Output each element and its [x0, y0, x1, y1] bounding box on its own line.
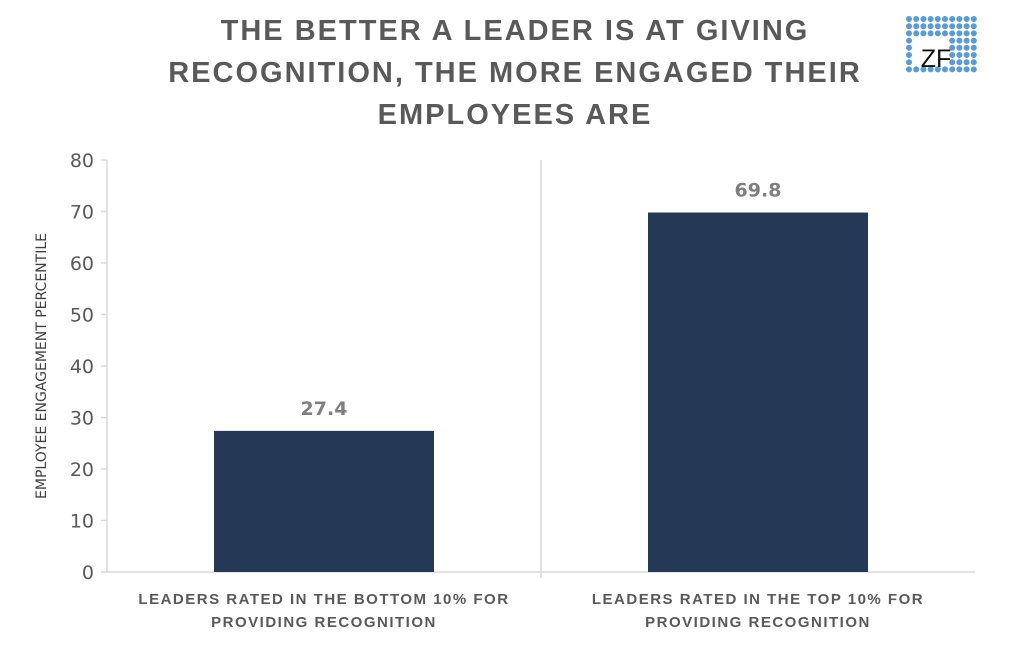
bar — [214, 430, 434, 572]
logo-dot — [970, 44, 977, 51]
logo-dot — [927, 30, 934, 37]
logo-dot — [920, 66, 927, 73]
logo-dot — [963, 66, 970, 73]
logo-dot — [942, 66, 948, 73]
logo-dot — [942, 23, 948, 30]
logo-dot — [927, 16, 934, 22]
logo-dot — [934, 30, 941, 37]
data-label: 69.8 — [735, 180, 782, 202]
logo-dot — [906, 23, 912, 30]
logo-dot — [963, 30, 970, 37]
logo-dot — [963, 59, 970, 66]
logo-dot — [906, 16, 912, 22]
logo-dot — [906, 44, 912, 51]
logo-dot — [963, 44, 970, 51]
y-tick-label: 0 — [82, 562, 94, 584]
logo-dot — [970, 59, 977, 66]
logo-dot — [970, 37, 977, 44]
logo-dot — [913, 23, 920, 30]
y-tick-label: 60 — [70, 253, 94, 275]
y-tick-label: 40 — [70, 356, 94, 378]
logo-dot — [934, 16, 941, 22]
x-category-label: LEADERS RATED IN THE BOTTOM 10% FOR — [138, 591, 509, 608]
logo-dot — [956, 30, 963, 37]
logo-dot — [913, 66, 920, 73]
logo-dot — [949, 37, 956, 44]
logo-dot — [970, 23, 977, 30]
y-tick-label: 30 — [70, 408, 94, 430]
logo-dot — [949, 52, 956, 58]
logo-dot — [920, 30, 927, 37]
logo-dot — [949, 59, 956, 66]
logo-dot — [942, 30, 948, 37]
logo-dot — [934, 66, 941, 73]
logo-dot — [956, 44, 963, 51]
logo-dot — [963, 52, 970, 58]
y-tick-label: 20 — [70, 459, 94, 481]
logo-dot — [934, 23, 941, 30]
logo-dot — [920, 23, 927, 30]
zf-logo: ZF — [906, 16, 977, 73]
logo-dot — [927, 23, 934, 30]
logo-dot — [949, 16, 956, 22]
logo-dot — [956, 37, 963, 44]
logo-dot — [920, 16, 927, 22]
logo-dot — [956, 23, 963, 30]
logo-dot — [970, 52, 977, 58]
logo-dot — [956, 16, 963, 22]
logo-dot — [956, 52, 963, 58]
logo-dot — [956, 59, 963, 66]
logo-dot — [906, 52, 912, 58]
logo-dot — [970, 66, 977, 73]
logo-dot — [913, 16, 920, 22]
chart-title: THE BETTER A LEADER IS AT GIVING RECOGNI… — [168, 15, 862, 131]
logo-dot — [956, 66, 963, 73]
logo-dot — [970, 16, 977, 22]
logo-dot — [906, 30, 912, 37]
y-tick-label: 50 — [70, 305, 94, 327]
logo-dot — [963, 16, 970, 22]
logo-dot — [927, 66, 934, 73]
logo-dot — [949, 23, 956, 30]
y-tick-label: 10 — [70, 511, 94, 533]
logo-dot — [949, 30, 956, 37]
y-tick-label: 70 — [70, 202, 94, 224]
logo-dot — [906, 37, 912, 44]
x-category-label: PROVIDING RECOGNITION — [645, 614, 871, 631]
logo-text: ZF — [921, 45, 952, 73]
y-tick-label: 80 — [70, 150, 94, 172]
y-axis-label: EMPLOYEE ENGAGEMENT PERCENTILE — [34, 233, 50, 499]
logo-dot — [906, 66, 912, 73]
bar — [648, 212, 868, 572]
logo-dot — [963, 37, 970, 44]
logo-dot — [949, 66, 956, 73]
logo-dot — [942, 16, 948, 22]
logo-dot — [906, 59, 912, 66]
logo-dot — [913, 30, 920, 37]
logo-dot — [963, 23, 970, 30]
x-category-label: PROVIDING RECOGNITION — [211, 614, 437, 631]
data-label: 27.4 — [301, 398, 348, 420]
logo-dot — [949, 44, 956, 51]
x-category-label: LEADERS RATED IN THE TOP 10% FOR — [592, 591, 924, 608]
logo-dot — [970, 30, 977, 37]
